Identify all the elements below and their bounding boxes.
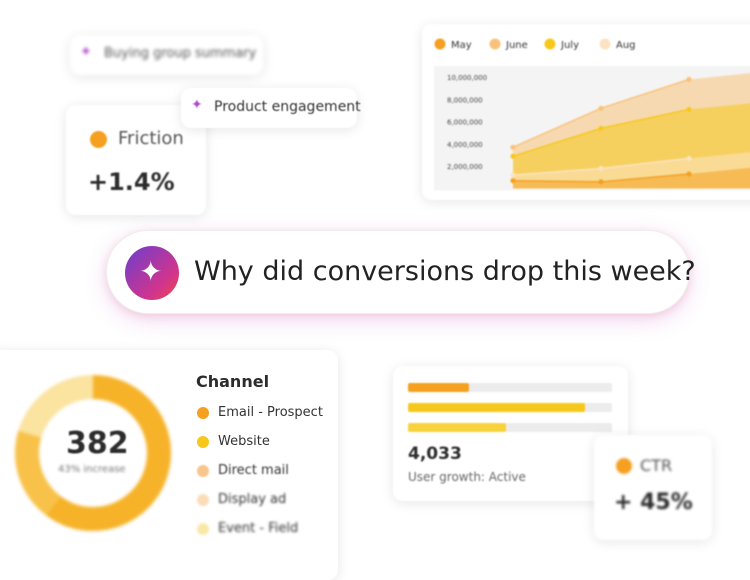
point xyxy=(598,105,604,111)
point xyxy=(598,179,604,185)
donut-value: 382 xyxy=(66,426,129,461)
donut-segment xyxy=(15,375,171,531)
bar xyxy=(408,403,586,412)
legend-dot xyxy=(489,38,501,50)
card-value: 4,033 xyxy=(408,444,462,464)
legend-label: Email - Prospect xyxy=(218,405,323,420)
pill-label: Product engagement xyxy=(214,99,361,115)
point xyxy=(686,106,692,113)
bar-track xyxy=(408,423,612,432)
donut-card: 382 43% increase Channel Email - Prospec… xyxy=(0,350,338,580)
bar-track xyxy=(408,383,612,392)
area-chart: May June July Aug 2,000,000 4,000,000 6,000,00… xyxy=(434,38,750,191)
donut-caption: 43% increase xyxy=(58,464,126,475)
legend-title: Channel xyxy=(196,372,270,391)
legend-label: Aug xyxy=(616,40,636,51)
legend-label: May xyxy=(451,40,472,51)
card-label: Friction xyxy=(118,128,184,149)
legend-label: Display ad xyxy=(218,492,287,507)
legend-dot xyxy=(197,436,209,448)
area-chart-card: May June July Aug 2,000,000 4,000,000 6,000,00… xyxy=(422,24,750,200)
legend-label: Event - Field xyxy=(218,521,299,536)
point xyxy=(598,165,604,172)
bar-card: 4,033 User growth: Active xyxy=(393,366,628,501)
query-bar[interactable]: ✦ Why did conversions drop this week? xyxy=(106,230,696,314)
legend-label: June xyxy=(505,40,528,51)
point xyxy=(686,76,692,82)
sparkle-icon: ✦ xyxy=(80,44,92,60)
legend-dot xyxy=(197,407,209,419)
point xyxy=(686,171,692,177)
status-dot xyxy=(616,458,632,474)
area xyxy=(513,167,750,189)
card-label: CTR xyxy=(640,456,673,475)
legend-dot xyxy=(434,38,446,50)
card-value: + 45% xyxy=(614,490,693,515)
legend-label: Direct mail xyxy=(218,463,289,478)
y-tick-label: 4,000,000 xyxy=(447,141,483,149)
pill-label: Buying group summary xyxy=(104,46,257,61)
bar xyxy=(408,423,506,432)
point xyxy=(598,125,604,131)
ai-icon: ✦ xyxy=(125,246,179,300)
query-text[interactable]: Why did conversions drop this week? xyxy=(194,256,696,287)
ctr-card: CTR + 45% xyxy=(594,435,712,540)
card-value: +1.4% xyxy=(88,168,175,196)
point xyxy=(510,153,516,159)
y-tick-label: 2,000,000 xyxy=(447,163,483,171)
legend-dot xyxy=(544,38,556,50)
donut xyxy=(15,375,171,531)
legend-dot xyxy=(197,494,209,506)
card-caption: User growth: Active xyxy=(408,470,526,484)
buying-group-pill[interactable]: ✦ Buying group summary xyxy=(70,35,263,75)
page: ✦ Buying group summary Friction +1.4% ✦ … xyxy=(15,24,750,540)
product-engagement-pill[interactable]: ✦ Product engagement xyxy=(181,88,361,128)
status-dot xyxy=(90,131,107,148)
point xyxy=(510,172,516,178)
point xyxy=(510,178,516,184)
sparkle-icon: ✦ xyxy=(191,97,203,113)
legend-label: Website xyxy=(218,434,270,449)
donut-segment xyxy=(15,375,171,531)
legend-dot xyxy=(197,465,209,477)
sparkle-icon: ✦ xyxy=(139,255,163,288)
bar xyxy=(408,383,470,392)
legend-label: July xyxy=(560,40,579,51)
point xyxy=(510,144,516,150)
y-tick-label: 6,000,000 xyxy=(447,119,483,127)
point xyxy=(686,155,692,162)
legend-dot xyxy=(599,38,611,50)
y-tick-label: 8,000,000 xyxy=(447,96,483,104)
legend-dot xyxy=(197,523,209,535)
y-tick-label: 10,000,000 xyxy=(447,74,487,82)
